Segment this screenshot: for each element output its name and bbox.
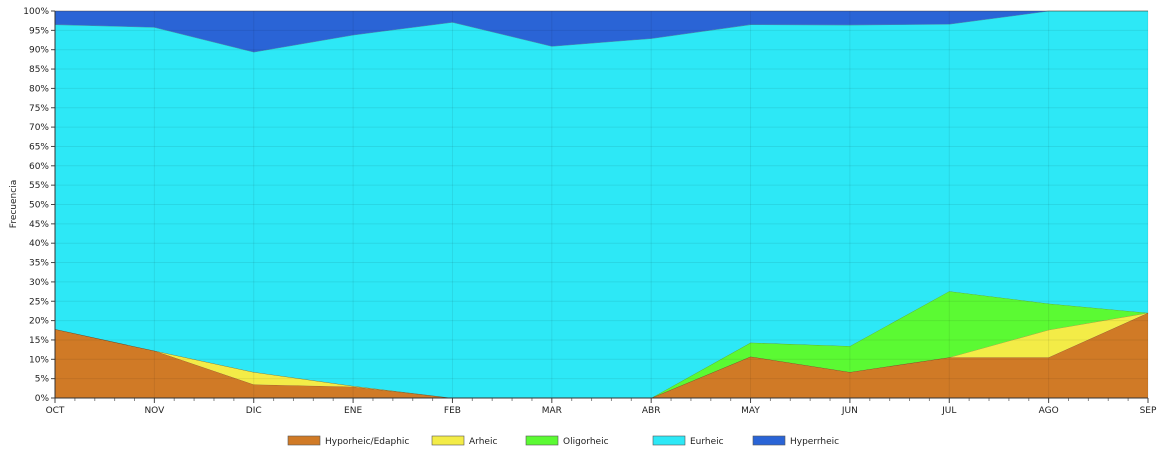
x-tick-labels: OCT NOV DIC ENE FEB MAR ABR MAY JUN JUL AGO SEP: [46, 406, 1157, 416]
x-tick-label: ENE: [344, 406, 362, 416]
y-axis-label: Frecuencia: [9, 180, 19, 228]
y-tick-label: 80%: [29, 84, 49, 94]
legend-label-eurheic: Eurheic: [690, 437, 724, 447]
x-tick-label: FEB: [444, 406, 461, 416]
y-tick-label: 75%: [29, 104, 49, 114]
area-eurheic: [55, 11, 1148, 398]
legend-swatch-hyperrheic: [752, 435, 786, 446]
y-tick-label: 90%: [29, 46, 49, 56]
x-tick-label: NOV: [144, 406, 165, 416]
y-tick-label: 30%: [29, 278, 49, 288]
y-tick-label: 10%: [29, 355, 49, 365]
y-tick-label: 15%: [29, 336, 49, 346]
x-tick-label: SEP: [1140, 406, 1157, 416]
y-tick-label: 60%: [29, 162, 49, 172]
legend-swatch-arheic: [431, 435, 465, 446]
legend-label-hyperrheic: Hyperrheic: [790, 437, 839, 447]
y-tick-label: 95%: [29, 26, 49, 36]
x-tick-label: ABR: [642, 406, 661, 416]
y-tick-label: 55%: [29, 181, 49, 191]
y-tick-label: 40%: [29, 239, 49, 249]
axes: [51, 10, 1149, 403]
area-hyperrheic: [55, 11, 1148, 53]
legend-label-oligorheic: Oligorheic: [563, 437, 609, 447]
y-tick-label: 50%: [29, 201, 49, 211]
y-tick-label: 5%: [35, 375, 50, 385]
legend-swatch-eurheic: [652, 435, 686, 446]
x-tick-label: JUL: [941, 406, 956, 416]
x-tick-label: DIC: [246, 406, 262, 416]
legend-label-hyporheic-edaphic: Hyporheic/Edaphic: [325, 437, 409, 447]
y-tick-label: 45%: [29, 220, 49, 230]
area-hyporheic-edaphic: [55, 312, 1148, 398]
x-tick-label: AGO: [1039, 406, 1059, 416]
y-tick-label: 25%: [29, 297, 49, 307]
y-tick-label: 20%: [29, 317, 49, 327]
y-tick-label: 65%: [29, 142, 49, 152]
y-tick-label: 70%: [29, 123, 49, 133]
y-tick-label: 85%: [29, 65, 49, 75]
legend-swatch-hyporheic-edaphic: [287, 435, 321, 446]
area-layers: [54, 10, 1149, 399]
y-tick-labels: 0% 5% 10% 15% 20% 25% 30% 35% 40% 45% 50% 55% 60% 65%…: [23, 7, 49, 404]
y-tick-label: 100%: [23, 7, 49, 17]
legend: Hyporheic/Edaphic Arheic Oligorheic Eurheic…: [287, 435, 839, 447]
legend-swatch-oligorheic: [525, 435, 559, 446]
legend-label-arheic: Arheic: [469, 437, 497, 447]
y-tick-label: 35%: [29, 259, 49, 269]
x-tick-label: JUN: [841, 406, 858, 416]
x-tick-label: OCT: [46, 406, 65, 416]
x-tick-label: MAR: [542, 406, 562, 416]
x-tick-label: MAY: [741, 406, 760, 416]
gridlines: [54, 10, 1149, 399]
y-tick-label: 0%: [35, 394, 50, 404]
area-oligorheic: [55, 291, 1148, 398]
